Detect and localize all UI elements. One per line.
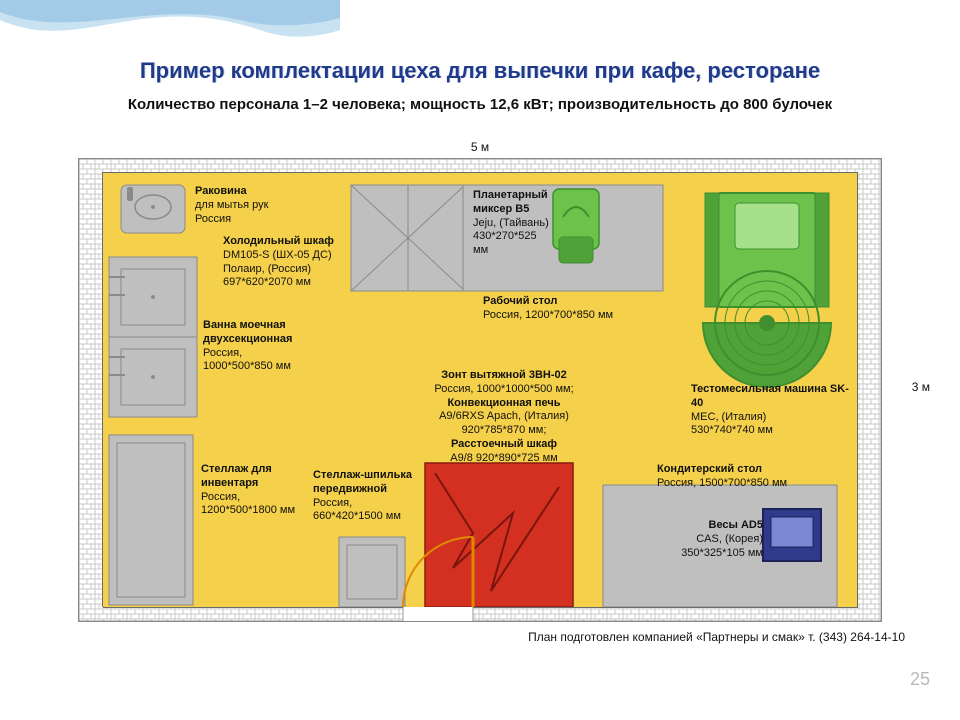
label-mixer: Планетарный миксер B5Jeju, (Тайвань)430*… [473,189,553,258]
label-hood-oven-proof: Зонт вытяжной 3ВН-02Россия, 1000*1000*50… [409,369,599,465]
room: Раковинадля мытья рукРоссия Холодильный … [103,173,857,607]
equip-shelving [109,435,193,605]
slide: Пример комплектации цеха для выпечки при… [0,0,960,720]
dimension-width: 5 м [0,140,960,154]
equip-dough [703,193,831,387]
dimension-height: 3 м [912,380,930,394]
equip-scales [763,509,821,561]
label-scales: Весы AD5CAS, (Корея)350*325*105 мм [643,519,763,560]
label-pastrytable: Кондитерский столРоссия, 1500*700*850 мм [657,463,847,491]
label-dough: Тестомесильная машина SK-40MEC, (Италия)… [691,383,851,438]
equip-oven [425,463,573,607]
slide-title: Пример комплектации цеха для выпечки при… [0,58,960,84]
slide-subtitle: Количество персонала 1–2 человека; мощно… [0,96,960,113]
label-trolley: Стеллаж-шпилька передвижнойРоссия,660*42… [313,469,433,524]
equip-trolley [339,537,405,607]
equip-mixer [553,189,599,263]
equip-sink [121,185,185,233]
equip-fridge [351,185,465,291]
label-worktable: Рабочий столРоссия, 1200*700*850 мм [483,295,663,323]
floor-plan: Раковинадля мытья рукРоссия Холодильный … [78,158,882,622]
footer-note: План подготовлен компанией «Партнеры и с… [0,630,905,644]
label-washbath: Ванна моечная двухсекционнаяРоссия,1000*… [203,319,343,374]
equip-washbath [109,257,197,417]
page-number: 25 [910,669,930,690]
label-sink: Раковинадля мытья рукРоссия [195,185,315,226]
decorative-wave [0,0,340,60]
label-shelving: Стеллаж для инвентаряРоссия,1200*500*180… [201,463,331,518]
label-fridge: Холодильный шкафDM105-S (ШХ-05 ДС)Полаир… [223,235,358,290]
